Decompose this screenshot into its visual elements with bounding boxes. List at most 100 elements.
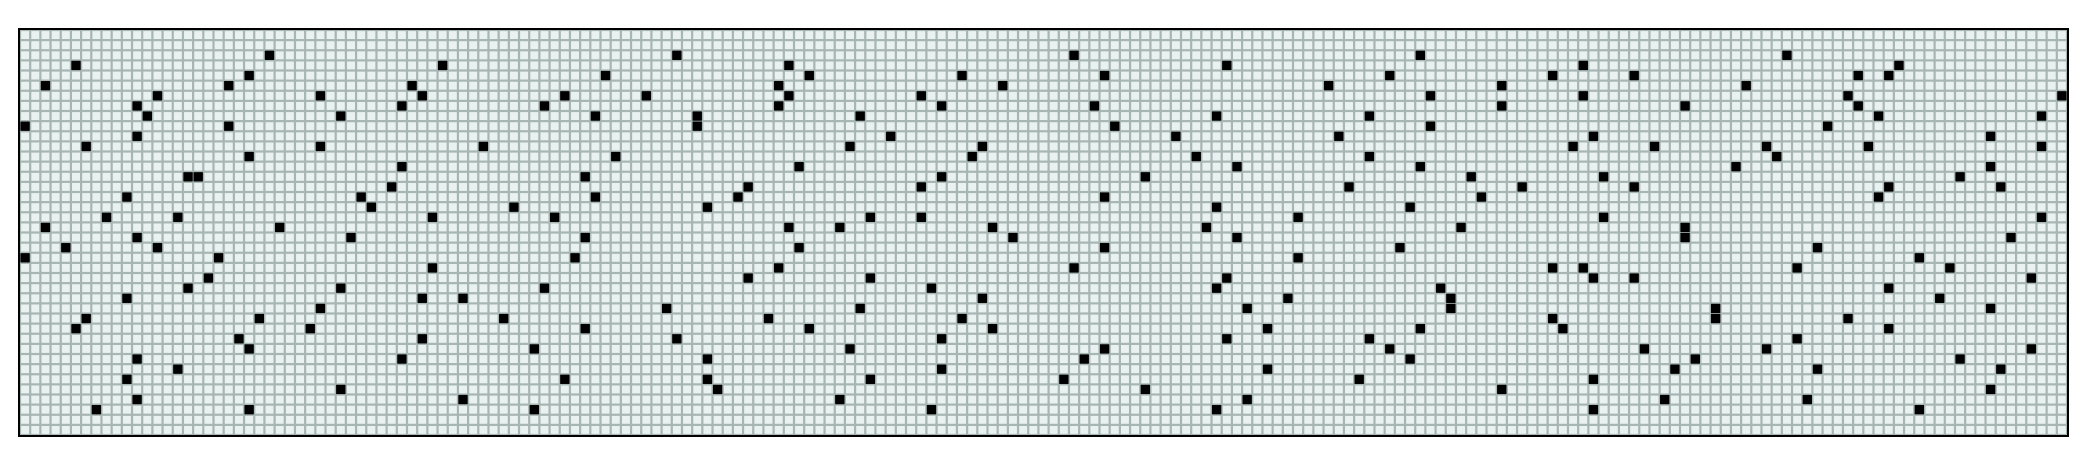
live-cell[interactable]	[1099, 192, 1110, 202]
live-cell[interactable]	[549, 212, 560, 222]
live-cell[interactable]	[437, 60, 448, 71]
live-cell[interactable]	[1242, 303, 1252, 314]
live-cell[interactable]	[1945, 263, 1955, 273]
live-cell[interactable]	[1670, 364, 1680, 374]
live-cell[interactable]	[1232, 232, 1242, 243]
live-cell[interactable]	[213, 253, 224, 263]
live-cell[interactable]	[662, 303, 672, 314]
live-cell[interactable]	[804, 70, 814, 81]
live-cell[interactable]	[1568, 141, 1578, 152]
live-cell[interactable]	[1802, 394, 1812, 405]
live-cell[interactable]	[784, 91, 794, 101]
live-cell[interactable]	[794, 162, 804, 172]
live-cell[interactable]	[101, 212, 112, 222]
live-cell[interactable]	[142, 111, 152, 121]
live-cell[interactable]	[397, 354, 407, 364]
live-cell[interactable]	[1843, 91, 1853, 101]
live-cell[interactable]	[152, 243, 163, 253]
live-cell[interactable]	[1211, 405, 1222, 415]
live-cell[interactable]	[1598, 212, 1609, 222]
live-cell[interactable]	[1140, 384, 1151, 395]
live-cell[interactable]	[336, 384, 346, 395]
live-cell[interactable]	[1201, 222, 1212, 233]
live-cell[interactable]	[1782, 50, 1792, 60]
live-cell[interactable]	[20, 121, 30, 131]
live-cell[interactable]	[702, 354, 713, 364]
live-cell[interactable]	[733, 192, 743, 202]
live-cell[interactable]	[1211, 202, 1222, 212]
live-cell[interactable]	[173, 212, 183, 222]
live-cell[interactable]	[1415, 50, 1425, 60]
grid-canvas[interactable]	[20, 30, 2067, 435]
live-cell[interactable]	[1364, 151, 1375, 162]
live-cell[interactable]	[845, 141, 855, 152]
live-cell[interactable]	[1262, 364, 1273, 374]
live-cell[interactable]	[916, 91, 926, 101]
live-cell[interactable]	[1191, 151, 1201, 162]
live-cell[interactable]	[132, 354, 142, 364]
live-cell[interactable]	[1680, 232, 1690, 243]
live-cell[interactable]	[1985, 131, 1996, 141]
live-cell[interactable]	[1099, 344, 1110, 354]
live-cell[interactable]	[458, 394, 468, 405]
live-cell[interactable]	[1822, 121, 1833, 131]
live-cell[interactable]	[315, 141, 326, 152]
live-cell[interactable]	[763, 313, 774, 324]
live-cell[interactable]	[1089, 101, 1100, 111]
live-cell[interactable]	[590, 111, 601, 121]
grid-board[interactable]	[18, 28, 2069, 437]
live-cell[interactable]	[1761, 141, 1772, 152]
live-cell[interactable]	[1914, 405, 1925, 415]
live-cell[interactable]	[1649, 141, 1660, 152]
live-cell[interactable]	[936, 172, 947, 182]
live-cell[interactable]	[855, 303, 865, 314]
live-cell[interactable]	[315, 91, 326, 101]
live-cell[interactable]	[1996, 364, 2006, 374]
live-cell[interactable]	[81, 141, 91, 152]
live-cell[interactable]	[122, 293, 132, 303]
live-cell[interactable]	[397, 101, 407, 111]
live-cell[interactable]	[509, 202, 519, 212]
live-cell[interactable]	[1242, 394, 1252, 405]
live-cell[interactable]	[1456, 222, 1466, 233]
live-cell[interactable]	[173, 364, 183, 374]
live-cell[interactable]	[1741, 81, 1751, 91]
live-cell[interactable]	[865, 273, 876, 283]
live-cell[interactable]	[1293, 253, 1303, 263]
live-cell[interactable]	[2036, 141, 2047, 152]
live-cell[interactable]	[539, 101, 550, 111]
live-cell[interactable]	[183, 172, 193, 182]
live-cell[interactable]	[2057, 91, 2067, 101]
live-cell[interactable]	[580, 172, 590, 182]
live-cell[interactable]	[244, 151, 254, 162]
live-cell[interactable]	[224, 121, 234, 131]
live-cell[interactable]	[81, 313, 91, 324]
live-cell[interactable]	[1588, 131, 1599, 141]
live-cell[interactable]	[1069, 50, 1079, 60]
live-cell[interactable]	[926, 405, 937, 415]
live-cell[interactable]	[926, 283, 937, 293]
live-cell[interactable]	[264, 50, 275, 60]
live-cell[interactable]	[1334, 131, 1344, 141]
live-cell[interactable]	[40, 222, 51, 233]
live-cell[interactable]	[244, 344, 254, 354]
live-cell[interactable]	[366, 202, 377, 212]
live-cell[interactable]	[2036, 212, 2047, 222]
live-cell[interactable]	[702, 374, 713, 384]
live-cell[interactable]	[1761, 344, 1772, 354]
live-cell[interactable]	[1629, 182, 1639, 192]
live-cell[interactable]	[1884, 324, 1894, 334]
live-cell[interactable]	[1884, 283, 1894, 293]
live-cell[interactable]	[417, 334, 427, 344]
live-cell[interactable]	[1069, 263, 1079, 273]
live-cell[interactable]	[1660, 394, 1670, 405]
live-cell[interactable]	[1099, 70, 1110, 81]
live-cell[interactable]	[336, 111, 346, 121]
live-cell[interactable]	[600, 70, 611, 81]
live-cell[interactable]	[1894, 60, 1904, 71]
live-cell[interactable]	[478, 141, 489, 152]
live-cell[interactable]	[1690, 354, 1700, 364]
live-cell[interactable]	[132, 101, 142, 111]
live-cell[interactable]	[499, 313, 509, 324]
live-cell[interactable]	[1629, 273, 1639, 283]
